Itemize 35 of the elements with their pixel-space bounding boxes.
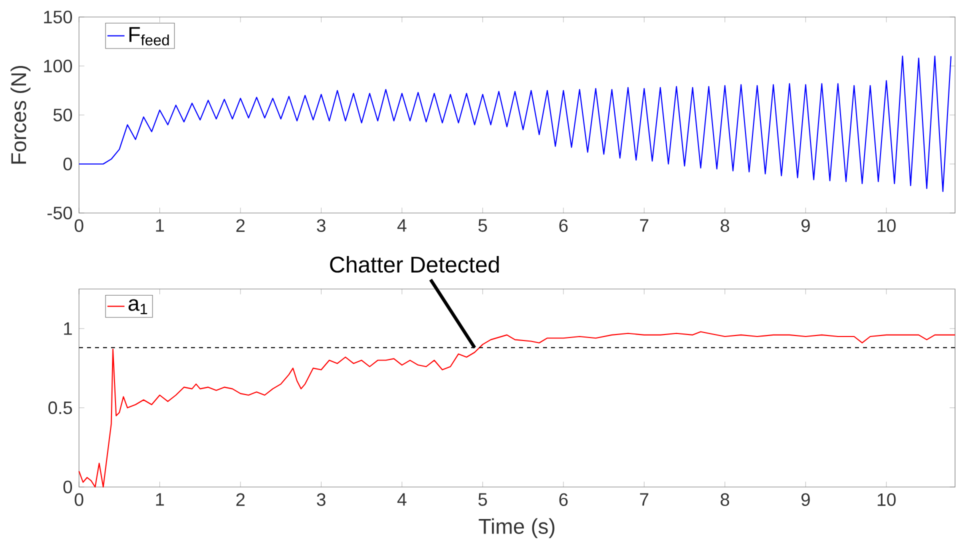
legend-label: a$_{1}$ bbox=[128, 299, 148, 314]
x-tick-label: 8 bbox=[720, 219, 730, 232]
x-tick-label: 2 bbox=[236, 219, 245, 232]
x-tick-label: 3 bbox=[316, 493, 326, 506]
y-axis-title: Forces (N) bbox=[10, 66, 30, 164]
x-tick-label: 8 bbox=[720, 493, 730, 506]
x-tick-label: 5 bbox=[478, 219, 487, 232]
x-tick-label: 1 bbox=[156, 219, 164, 232]
y-tick-label: 100 bbox=[44, 60, 72, 72]
x-tick-label: 3 bbox=[316, 219, 326, 232]
x-tick-label: 10 bbox=[878, 219, 896, 232]
x-tick-label: 4 bbox=[397, 219, 406, 232]
x-tick-label: 6 bbox=[559, 493, 568, 506]
x-tick-label: 4 bbox=[397, 493, 406, 506]
x-tick-label: 0 bbox=[74, 219, 84, 232]
y-tick-label: 0 bbox=[63, 158, 72, 170]
x-axis-title: Time (s) bbox=[478, 518, 554, 538]
x-tick-label: 2 bbox=[236, 493, 245, 506]
x-tick-label: 0 bbox=[74, 493, 84, 506]
y-tick-label: 0.5 bbox=[48, 401, 72, 414]
y-tick-label: 50 bbox=[53, 108, 72, 122]
y-tick-label: 150 bbox=[44, 10, 72, 24]
y-tick-label: -50 bbox=[48, 206, 72, 220]
x-tick-label: 1 bbox=[156, 493, 164, 506]
x-tick-label: 10 bbox=[878, 493, 896, 506]
x-tick-label: 9 bbox=[801, 493, 810, 506]
x-tick-label: 7 bbox=[640, 219, 648, 232]
x-tick-label: 6 bbox=[559, 219, 568, 232]
y-tick-label: 1 bbox=[64, 322, 72, 335]
y-tick-label: 0 bbox=[63, 480, 72, 494]
x-tick-label: 7 bbox=[640, 493, 648, 506]
x-tick-label: 5 bbox=[478, 493, 487, 506]
annotation: Chatter Detected bbox=[330, 256, 499, 273]
legend-label: F$_{feed}$ bbox=[129, 27, 169, 46]
x-tick-label: 9 bbox=[801, 219, 810, 232]
